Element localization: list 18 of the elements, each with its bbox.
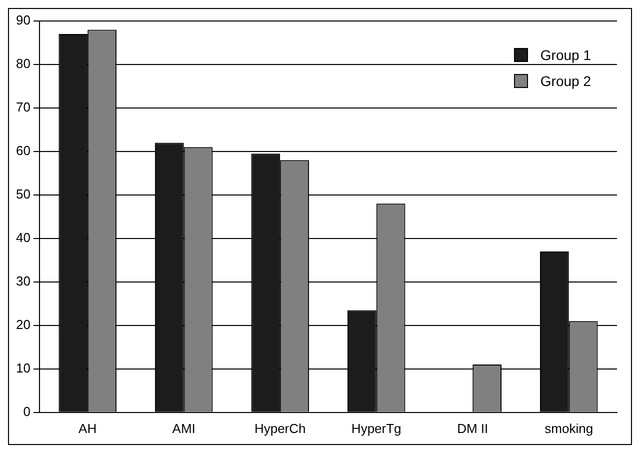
y-tick-label: 0 — [23, 404, 30, 419]
y-tick-label: 80 — [16, 56, 30, 72]
x-tick-label: DM II — [457, 420, 488, 436]
y-tick-label: 50 — [16, 186, 30, 202]
y-tick-label: 10 — [16, 360, 30, 376]
y-tick-label: 90 — [16, 12, 30, 28]
legend-label: Group 2 — [540, 73, 591, 89]
x-tick-label: smoking — [544, 420, 594, 436]
y-tick-label: 40 — [16, 230, 30, 246]
x-tick-label: AH — [78, 420, 97, 436]
y-tick-label: 70 — [16, 100, 30, 115]
y-tick-label: 20 — [16, 317, 30, 332]
y-tick-label: 60 — [16, 143, 30, 158]
legend-label: Group 1 — [540, 47, 591, 63]
x-tick-label: AMI — [172, 420, 196, 436]
y-tick-label: 30 — [16, 274, 30, 289]
x-tick-label: HyperCh — [254, 420, 306, 436]
x-tick-label: HyperTg — [351, 420, 402, 436]
